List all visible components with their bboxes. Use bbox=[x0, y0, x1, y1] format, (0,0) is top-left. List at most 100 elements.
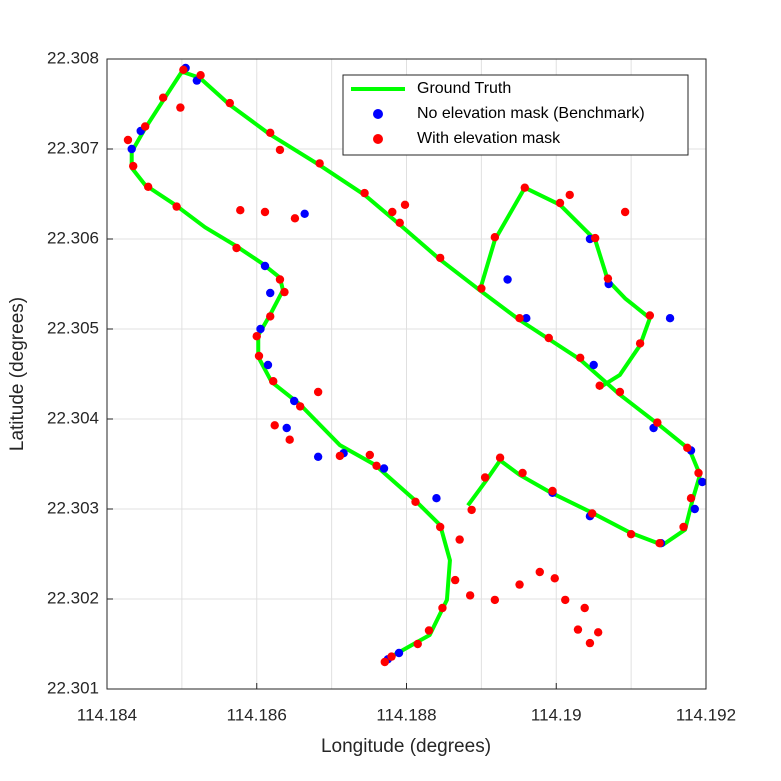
y-tick-label: 22.305 bbox=[47, 318, 99, 337]
legend-label: With elevation mask bbox=[417, 130, 561, 147]
point bbox=[179, 65, 188, 75]
point bbox=[589, 360, 598, 370]
y-tick-label: 22.303 bbox=[47, 498, 99, 517]
point bbox=[565, 190, 574, 200]
point bbox=[655, 539, 664, 548]
point bbox=[129, 161, 138, 171]
y-tick-label: 22.307 bbox=[47, 138, 99, 157]
y-tick-label: 22.304 bbox=[47, 408, 99, 427]
point bbox=[270, 421, 279, 430]
point bbox=[435, 253, 445, 263]
point bbox=[123, 135, 133, 145]
point bbox=[394, 648, 404, 658]
point bbox=[172, 202, 181, 211]
point bbox=[590, 233, 600, 243]
point bbox=[424, 626, 434, 635]
point bbox=[313, 452, 323, 461]
point bbox=[127, 144, 136, 154]
legend-label: No elevation mask (Benchmark) bbox=[417, 105, 645, 122]
point bbox=[360, 188, 369, 198]
point bbox=[495, 453, 505, 462]
point bbox=[275, 145, 285, 155]
point bbox=[544, 333, 553, 343]
point bbox=[515, 314, 524, 323]
point bbox=[450, 575, 460, 585]
point bbox=[365, 450, 375, 460]
point bbox=[143, 182, 153, 191]
point bbox=[254, 351, 264, 361]
x-tick-label: 114.184 bbox=[77, 705, 137, 724]
point bbox=[256, 324, 265, 334]
y-tick-label: 22.302 bbox=[47, 588, 99, 607]
point bbox=[595, 381, 604, 390]
point bbox=[522, 314, 531, 323]
point bbox=[635, 339, 645, 348]
point bbox=[587, 509, 597, 518]
point bbox=[585, 638, 595, 648]
point bbox=[176, 103, 185, 112]
point bbox=[550, 574, 559, 583]
point bbox=[683, 443, 692, 452]
point bbox=[515, 580, 524, 589]
legend-dot bbox=[373, 109, 383, 119]
point bbox=[285, 435, 294, 444]
point bbox=[289, 396, 299, 406]
point bbox=[282, 423, 291, 433]
point bbox=[388, 207, 397, 217]
point bbox=[467, 505, 476, 515]
point bbox=[232, 243, 241, 253]
point bbox=[653, 418, 662, 427]
point bbox=[503, 275, 512, 284]
point bbox=[260, 207, 270, 217]
point bbox=[269, 377, 278, 386]
x-tick-label: 114.19 bbox=[531, 705, 582, 724]
point bbox=[400, 200, 410, 209]
point bbox=[140, 122, 150, 131]
point bbox=[626, 530, 636, 539]
x-axis-label: Longitude (degrees) bbox=[321, 736, 491, 757]
point bbox=[603, 274, 613, 283]
x-tick-label: 114.192 bbox=[676, 705, 736, 724]
point bbox=[313, 387, 323, 397]
ticks: 114.184 114.186 114.188 114.19 114.192 22.301… bbox=[47, 48, 736, 724]
point bbox=[411, 497, 420, 506]
point bbox=[275, 275, 285, 284]
point bbox=[679, 522, 688, 532]
point bbox=[413, 639, 422, 649]
y-tick-label: 22.306 bbox=[47, 228, 99, 247]
point bbox=[315, 159, 324, 168]
point bbox=[379, 464, 389, 473]
x-tick-label: 114.186 bbox=[227, 705, 287, 724]
point bbox=[380, 657, 389, 667]
legend: Ground Truth No elevation mask (Benchmark… bbox=[342, 74, 689, 156]
point bbox=[573, 625, 583, 634]
point bbox=[698, 477, 707, 487]
point bbox=[196, 71, 205, 80]
point bbox=[266, 312, 275, 321]
point bbox=[686, 494, 696, 503]
point bbox=[465, 591, 475, 600]
point bbox=[395, 218, 404, 227]
point bbox=[555, 198, 565, 208]
x-tick-label: 114.188 bbox=[376, 705, 436, 724]
point bbox=[690, 504, 699, 514]
point bbox=[158, 93, 168, 102]
point bbox=[225, 98, 234, 108]
point bbox=[280, 287, 289, 297]
y-tick-label: 22.308 bbox=[47, 48, 99, 67]
point bbox=[548, 486, 557, 496]
point bbox=[580, 603, 589, 613]
point bbox=[266, 128, 275, 137]
point bbox=[335, 451, 345, 461]
legend-label: Ground Truth bbox=[417, 80, 511, 97]
plot-area bbox=[123, 63, 707, 667]
point bbox=[561, 595, 570, 605]
point bbox=[518, 468, 527, 478]
point bbox=[694, 468, 703, 478]
point bbox=[615, 387, 625, 397]
point bbox=[387, 652, 396, 661]
point bbox=[576, 353, 585, 362]
point bbox=[266, 288, 275, 298]
legend-dot bbox=[373, 134, 383, 144]
